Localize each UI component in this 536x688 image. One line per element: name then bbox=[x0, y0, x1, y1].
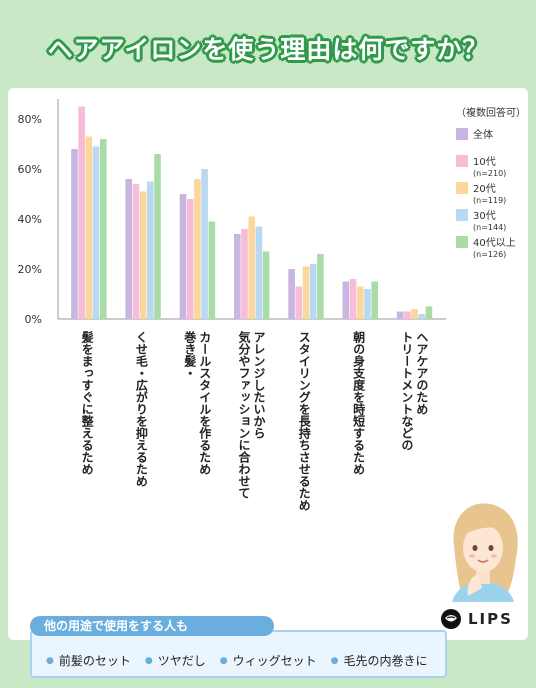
woman-illustration bbox=[452, 503, 518, 602]
other-use-label: 前髪のセット bbox=[58, 654, 131, 668]
legend-heading: （複数回答可） bbox=[456, 106, 526, 119]
bar-chart: 80% 60% 40% 20% 0% 髪をまっすぐに整えるため くせ毛・広がりを抑えるため 巻… bbox=[18, 99, 526, 511]
bar bbox=[71, 149, 78, 319]
logo-text: LIPS bbox=[468, 610, 513, 628]
bar bbox=[85, 136, 93, 319]
bullet-icon: ● bbox=[46, 655, 54, 666]
y-tick-label: 60% bbox=[18, 163, 42, 176]
bar bbox=[179, 194, 187, 319]
category-label: 巻き髪・ bbox=[183, 330, 197, 379]
bar bbox=[342, 281, 350, 319]
bar bbox=[262, 251, 270, 319]
other-use-item: ● ツヤだし bbox=[145, 652, 206, 669]
legend-label: 全体 bbox=[473, 128, 493, 141]
bar bbox=[288, 269, 295, 319]
bar bbox=[418, 314, 426, 319]
lips-mark-icon bbox=[441, 609, 461, 629]
category-label: スタイリングを長持ちさせるため bbox=[297, 331, 311, 511]
other-uses-list: ● 前髪のセット ● ツヤだし ● ウィッグセット ● 毛先の内巻きに bbox=[46, 652, 428, 669]
lips-logo: LIPS bbox=[440, 608, 513, 630]
legend-sublabel: (n=119) bbox=[473, 196, 506, 205]
bar bbox=[255, 226, 263, 319]
bar bbox=[425, 306, 433, 319]
bar bbox=[99, 139, 107, 319]
legend-sublabel: (n=210) bbox=[473, 169, 506, 178]
bar bbox=[396, 311, 404, 319]
legend-sublabel: (n=126) bbox=[473, 250, 506, 259]
bar bbox=[317, 254, 324, 319]
other-use-item: ● 毛先の内巻きに bbox=[331, 652, 428, 669]
legend-label: 20代 bbox=[473, 183, 496, 195]
other-uses-box: ● 前髪のセット ● ツヤだし ● ウィッグセット ● 毛先の内巻きに 他の用途で使用を… bbox=[30, 616, 447, 688]
bar bbox=[139, 191, 147, 319]
category-label: 気分やファッションに合わせて bbox=[237, 330, 251, 499]
bar bbox=[309, 264, 317, 319]
legend-label: 30代 bbox=[473, 210, 496, 222]
bar bbox=[364, 289, 371, 319]
bar bbox=[194, 179, 201, 319]
y-tick-label: 80% bbox=[18, 113, 42, 126]
y-tick-label: 20% bbox=[18, 263, 42, 276]
other-use-item: ● 前髪のセット bbox=[46, 652, 131, 669]
bar bbox=[201, 169, 208, 319]
bar bbox=[241, 229, 248, 319]
bar bbox=[349, 279, 357, 319]
other-use-label: 毛先の内巻きに bbox=[343, 654, 428, 668]
bar bbox=[147, 181, 154, 319]
legend-label: 10代 bbox=[473, 156, 496, 168]
legend-swatch bbox=[456, 128, 468, 140]
category-label: くせ毛・広がりを抑えるため bbox=[134, 331, 148, 487]
y-tick-label: 40% bbox=[18, 213, 42, 226]
bar bbox=[208, 221, 216, 319]
other-use-item: ● ウィッグセット bbox=[220, 652, 317, 669]
bar bbox=[154, 154, 161, 319]
bar bbox=[371, 281, 378, 319]
page-title: ヘアアイロンを使う理由は何ですか？ bbox=[47, 35, 489, 64]
other-uses-header: 他の用途で使用をする人も bbox=[30, 616, 274, 636]
bar bbox=[404, 311, 411, 319]
bar bbox=[302, 266, 310, 319]
y-tick-label: 0% bbox=[25, 313, 42, 326]
bar bbox=[92, 146, 100, 319]
other-uses-body: ● 前髪のセット ● ツヤだし ● ウィッグセット ● 毛先の内巻きに bbox=[30, 630, 447, 678]
bar bbox=[125, 179, 133, 319]
category-label: 朝の身支度を時短するため bbox=[352, 330, 366, 475]
bullet-icon: ● bbox=[219, 655, 228, 666]
bar bbox=[186, 199, 194, 319]
category-label: ヘアケアのため bbox=[415, 331, 429, 415]
bar bbox=[356, 286, 364, 319]
chart-card: 80% 60% 40% 20% 0% 髪をまっすぐに整えるため くせ毛・広がりを抑えるため 巻… bbox=[8, 88, 528, 678]
legend-label: 40代以上 bbox=[473, 237, 516, 249]
other-use-label: ウィッグセット bbox=[232, 654, 317, 668]
bar bbox=[234, 234, 241, 319]
legend-sublabel: (n=144) bbox=[473, 223, 506, 232]
bar bbox=[295, 286, 303, 319]
other-use-label: ツヤだし bbox=[157, 654, 206, 668]
legend-swatch bbox=[456, 182, 468, 194]
category-label: カールスタイルを作るため bbox=[198, 331, 212, 475]
bar bbox=[78, 106, 85, 319]
bullet-icon: ● bbox=[144, 655, 153, 666]
legend-swatch bbox=[456, 209, 468, 221]
category-label: アレンジしたいから bbox=[252, 331, 266, 439]
bar bbox=[248, 216, 255, 319]
category-label: 髪をまっすぐに整えるため bbox=[80, 330, 94, 475]
bullet-icon: ● bbox=[330, 655, 339, 666]
bar bbox=[411, 309, 418, 319]
legend-swatch bbox=[456, 155, 468, 167]
legend-swatch bbox=[456, 236, 468, 248]
category-label: トリートメントなどの bbox=[400, 331, 414, 451]
bar bbox=[132, 184, 140, 319]
